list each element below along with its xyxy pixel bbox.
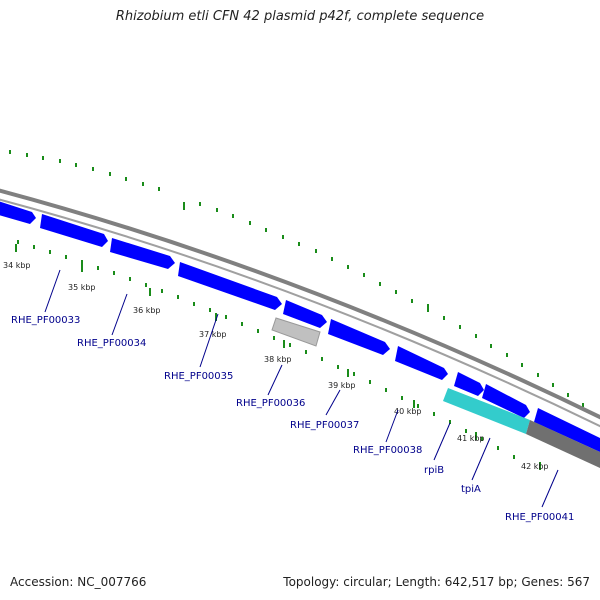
reverse-gene-arrows	[271, 317, 600, 468]
map-title: Rhizobium etli CFN 42 plasmid p42f, comp…	[115, 9, 485, 24]
gene-label-rhe-pf00034[interactable]: RHE_PF00034	[77, 338, 146, 349]
gene-label-tpia[interactable]: tpiA	[461, 484, 481, 495]
rrna-band	[526, 420, 600, 468]
gene-arrow-pf00041[interactable]	[534, 408, 600, 452]
gene-label-rhe-pf00036[interactable]: RHE_PF00036	[236, 398, 305, 409]
gene-arrow-tpia-fwd[interactable]	[454, 372, 484, 396]
gene-label-rhe-pf00037[interactable]: RHE_PF00037	[290, 420, 359, 431]
backbone-inner-line	[0, 198, 600, 428]
scale-ticks	[15, 244, 541, 470]
gene-arrow-tpia-rev[interactable]	[443, 388, 530, 434]
tick-label: 41 kbp	[457, 434, 485, 443]
outer-dotted-ring	[9, 150, 584, 407]
gene-arrow-pf00040[interactable]	[482, 384, 530, 418]
tick-label: 34 kbp	[3, 261, 31, 270]
topology-summary-text: Topology: circular; Length: 642,517 bp; …	[283, 575, 590, 589]
tick-label: 39 kbp	[328, 381, 356, 390]
tick-label: 35 kbp	[68, 283, 96, 292]
gene-arrow-pf00035[interactable]	[110, 238, 175, 269]
scale-tick-labels: 34 kbp 35 kbp 36 kbp 37 kbp 38 kbp 39 kb…	[3, 261, 549, 471]
backbone-outer-line	[0, 188, 600, 420]
gene-arrow-pf00036-rev[interactable]	[271, 317, 321, 347]
gene-label-rhe-pf00035[interactable]: RHE_PF00035	[164, 371, 233, 382]
inner-dotted-ring	[17, 240, 515, 459]
gene-arrow-pf00036[interactable]	[178, 262, 282, 310]
gene-arrow-pf00037[interactable]	[283, 300, 327, 328]
tick-label: 40 kbp	[394, 407, 422, 416]
accession-text: Accession: NC_007766	[10, 575, 147, 589]
gene-label-rhe-pf00038[interactable]: RHE_PF00038	[353, 445, 422, 456]
tick-label: 37 kbp	[199, 330, 227, 339]
gene-labels: RHE_PF00033 RHE_PF00034 RHE_PF00035 RHE_…	[11, 315, 574, 523]
gene-arrow-pf00033[interactable]	[0, 200, 36, 224]
tick-label: 36 kbp	[133, 306, 161, 315]
gene-label-leaders	[44, 269, 559, 508]
gene-arrow-rpib[interactable]	[395, 346, 448, 380]
tick-label: 38 kbp	[264, 355, 292, 364]
tick-label: 42 kbp	[521, 462, 549, 471]
gene-arrow-pf00038[interactable]	[328, 319, 390, 355]
gene-label-rhe-pf00033[interactable]: RHE_PF00033	[11, 315, 80, 326]
gene-label-rpib[interactable]: rpiB	[424, 465, 444, 476]
gene-arrow-pf00034[interactable]	[40, 214, 108, 247]
forward-gene-arrows	[0, 200, 600, 452]
gene-label-rhe-pf00041[interactable]: RHE_PF00041	[505, 512, 574, 523]
